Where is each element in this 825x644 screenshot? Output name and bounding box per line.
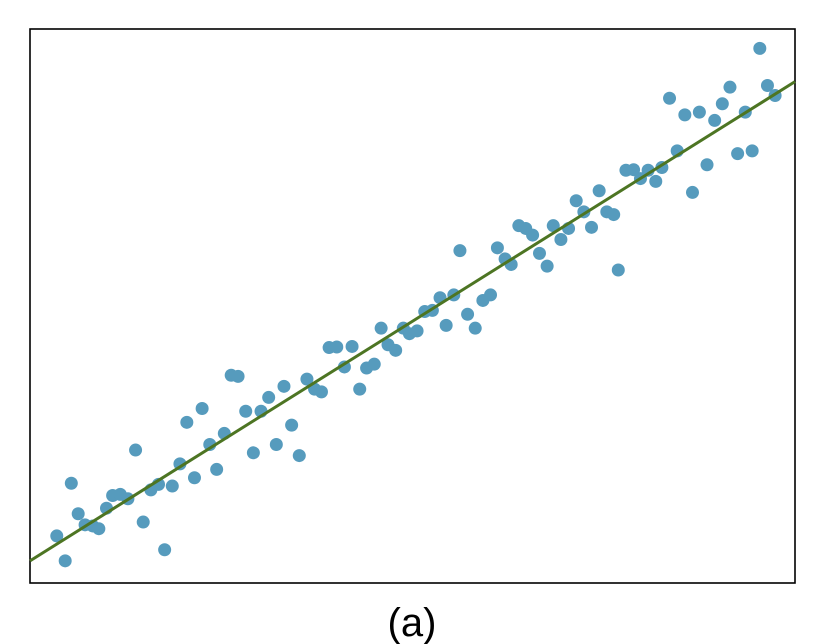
- data-point-20: [187, 471, 201, 485]
- data-point-80: [627, 163, 641, 177]
- data-point-41: [345, 339, 359, 353]
- data-point-66: [526, 228, 540, 242]
- data-point-34: [292, 449, 306, 463]
- scatter-points: [50, 41, 782, 568]
- data-point-88: [685, 185, 699, 199]
- panel-caption: (a): [388, 601, 437, 644]
- data-point-27: [239, 404, 253, 418]
- data-point-85: [663, 91, 677, 105]
- data-point-67: [532, 246, 546, 260]
- data-point-28: [246, 446, 260, 460]
- data-point-54: [439, 318, 453, 332]
- data-point-7: [92, 522, 106, 536]
- data-point-77: [607, 208, 621, 222]
- data-point-35: [300, 372, 314, 386]
- data-point-91: [708, 113, 722, 127]
- data-point-68: [540, 259, 554, 273]
- data-point-45: [374, 321, 388, 335]
- fit-line-layer: [29, 80, 796, 563]
- data-point-61: [490, 241, 504, 255]
- data-point-89: [692, 105, 706, 119]
- data-point-96: [745, 144, 759, 158]
- data-point-16: [158, 543, 172, 557]
- data-point-30: [262, 390, 276, 404]
- data-point-87: [678, 108, 692, 122]
- data-point-56: [453, 244, 467, 258]
- data-point-12: [129, 443, 143, 457]
- data-point-37: [314, 385, 328, 399]
- data-point-92: [715, 97, 729, 111]
- data-point-58: [468, 321, 482, 335]
- data-point-78: [611, 263, 625, 277]
- data-point-47: [389, 343, 403, 357]
- data-point-40: [337, 360, 351, 374]
- data-point-82: [641, 163, 655, 177]
- data-point-2: [58, 554, 72, 568]
- data-point-1: [50, 529, 64, 543]
- data-point-42: [353, 382, 367, 396]
- data-point-44: [367, 357, 381, 371]
- data-point-72: [569, 194, 583, 208]
- data-point-23: [210, 462, 224, 476]
- data-point-19: [180, 415, 194, 429]
- data-point-69: [546, 219, 560, 233]
- regression-line: [29, 80, 796, 563]
- data-point-32: [277, 379, 291, 393]
- data-point-26: [231, 369, 245, 383]
- data-point-17: [165, 479, 179, 493]
- data-point-83: [649, 174, 663, 188]
- data-point-3: [64, 476, 78, 490]
- data-point-74: [585, 220, 599, 234]
- data-point-97: [753, 41, 767, 55]
- data-point-60: [484, 288, 498, 302]
- data-point-31: [269, 438, 283, 451]
- data-point-57: [461, 307, 475, 321]
- data-point-98: [760, 79, 774, 93]
- data-point-39: [330, 340, 344, 354]
- data-point-21: [195, 401, 209, 415]
- data-point-13: [136, 515, 150, 529]
- data-point-93: [723, 80, 737, 94]
- data-point-50: [410, 324, 424, 338]
- data-point-90: [700, 158, 714, 172]
- data-point-33: [285, 418, 299, 432]
- data-point-18: [173, 457, 187, 471]
- data-point-70: [554, 233, 568, 247]
- data-point-94: [731, 147, 745, 161]
- data-point-75: [592, 184, 606, 198]
- plot-area: [29, 28, 796, 584]
- data-point-4: [71, 507, 85, 521]
